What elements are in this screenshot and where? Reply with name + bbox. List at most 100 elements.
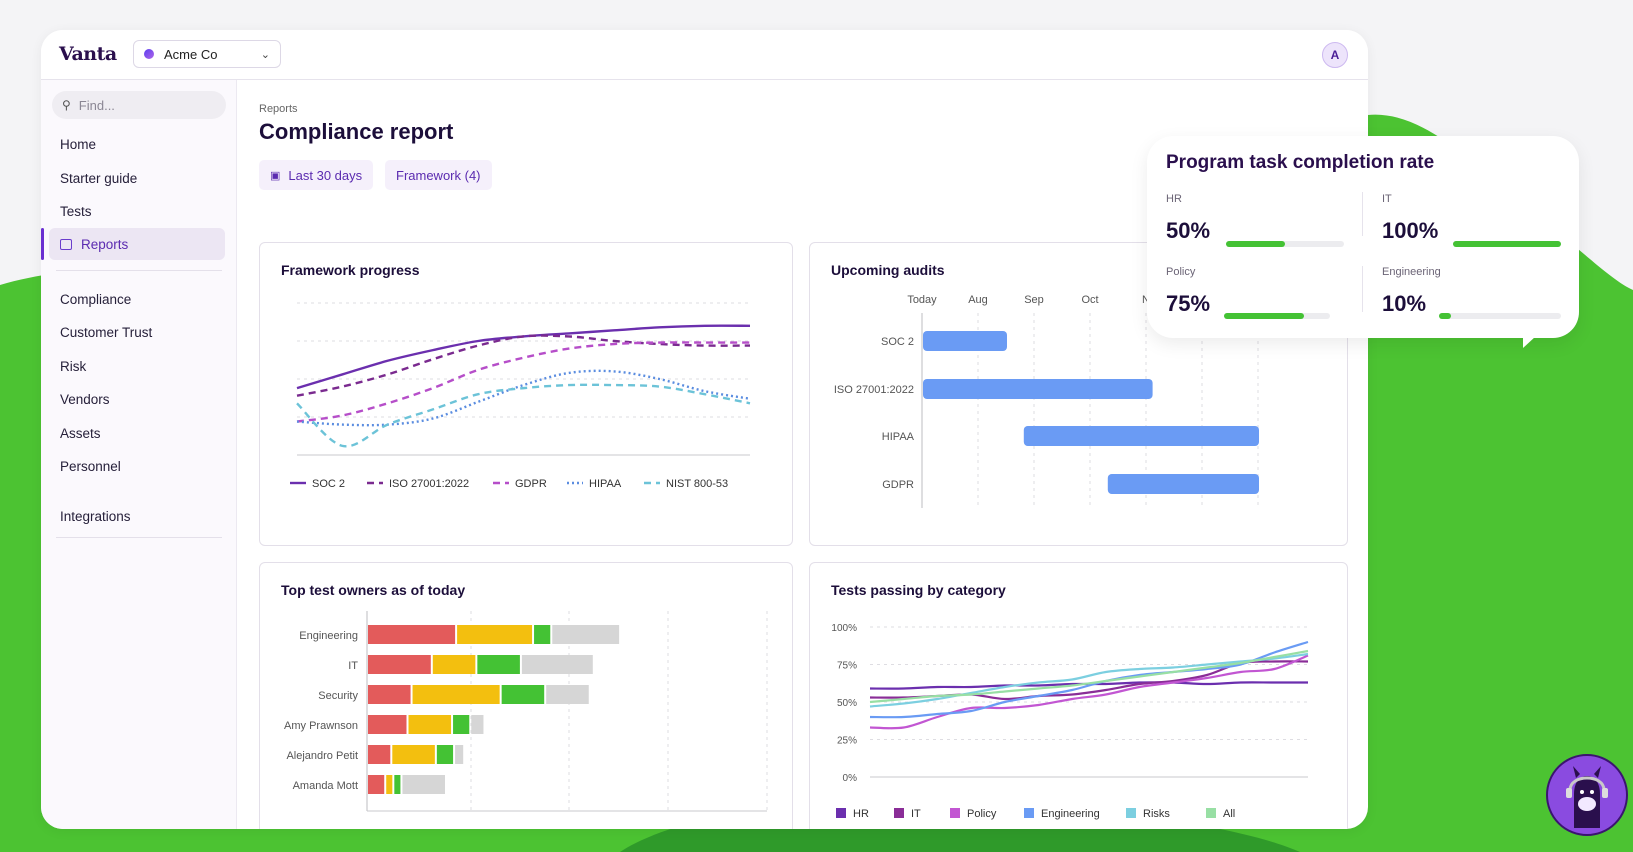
search-placeholder: Find... (78, 97, 115, 113)
series-line-it (869, 660, 1309, 701)
stacked-bar-segment (501, 685, 545, 704)
sidebar-item-risk[interactable]: Risk (60, 358, 87, 374)
stacked-bar-segment (546, 685, 589, 704)
sidebar-item-vendors[interactable]: Vendors (60, 391, 110, 407)
sidebar-item-customer-trust[interactable]: Customer Trust (60, 324, 153, 340)
sidebar-item-label: Reports (81, 236, 129, 252)
vanta-logo: Vanta (59, 43, 117, 65)
popup-title: Program task completion rate (1166, 152, 1435, 173)
metric-label: HR (1166, 193, 1182, 205)
tick-label: 75% (837, 661, 857, 672)
sidebar-item-reports[interactable]: Reports (49, 228, 225, 260)
stacked-bar-segment (455, 745, 464, 764)
progress-fill (1439, 313, 1452, 319)
category-label: Amy Prawnson (284, 720, 358, 732)
metric-label: Engineering (1382, 266, 1441, 278)
llama-mascot-icon[interactable] (1546, 754, 1628, 836)
popup-divider (1362, 192, 1363, 236)
reports-icon (60, 238, 72, 250)
metric-value: 75% (1166, 291, 1211, 316)
sidebar-item-personnel[interactable]: Personnel (60, 458, 121, 474)
sidebar-item-home[interactable]: Home (60, 136, 97, 152)
date-filter-button[interactable]: ▣ Last 30 days (259, 160, 374, 190)
breadcrumb[interactable]: Reports (259, 103, 298, 115)
category-label: Alejandro Petit (286, 750, 358, 762)
stacked-bar-segment (552, 625, 620, 644)
avatar[interactable]: A (1322, 42, 1348, 68)
card-title: Top test owners as of today (281, 582, 466, 598)
legend-swatch (1126, 808, 1136, 818)
stacked-bar-segment (436, 745, 454, 764)
series-line-nist-800-53 (296, 383, 751, 448)
stacked-bar-segment (368, 745, 391, 764)
legend-label: NIST 800-53 (666, 478, 728, 490)
category-label: SOC 2 (881, 336, 914, 348)
tick-label: Today (907, 294, 937, 306)
series-line-engineering (869, 640, 1309, 719)
stacked-bar-segment (368, 625, 456, 644)
metric-label: IT (1382, 193, 1392, 205)
progress-bar (1224, 313, 1330, 319)
popup-divider (1362, 266, 1363, 312)
stacked-bar-segment (368, 685, 411, 704)
sidebar-item-assets[interactable]: Assets (60, 425, 101, 441)
metric-value: 50% (1166, 218, 1211, 243)
metric-value: 100% (1382, 218, 1439, 243)
stacked-bar-segment (453, 715, 470, 734)
series-line-risks (869, 652, 1309, 708)
tests-passing-chart: 100% 75% 50% 25% 0% HR IT Policy Engineering Risk… (831, 623, 1309, 820)
series-line-all (869, 649, 1309, 704)
stacked-bar-segment (432, 655, 476, 674)
progress-fill (1453, 241, 1561, 247)
legend-label: SOC 2 (312, 478, 345, 490)
stacked-bar-segment (477, 655, 520, 674)
stacked-bar-segment (412, 685, 500, 704)
category-label: HIPAA (882, 431, 915, 443)
stacked-bar-segment (534, 625, 551, 644)
legend-label: All (1223, 808, 1235, 820)
chevron-down-icon: ⌄ (260, 48, 270, 61)
tick-label: N (1142, 294, 1150, 306)
framework-filter-button[interactable]: Framework (4) (385, 160, 492, 190)
search-input[interactable]: ⚲ Find... (52, 91, 226, 119)
tests-passing-card: Tests passing by category 100% 75% 50% 25% 0… (809, 562, 1348, 829)
stacked-bar-segment (368, 655, 431, 674)
card-title: Tests passing by category (831, 582, 1006, 598)
legend-swatch (894, 808, 904, 818)
progress-fill (1224, 313, 1304, 319)
audit-bar (1107, 474, 1259, 494)
audit-bar (1023, 426, 1259, 446)
app-window: Vanta Acme Co ⌄ A ⚲ Find... Home Starter… (41, 30, 1368, 829)
stacked-bar-segment (368, 715, 407, 734)
progress-bar (1453, 241, 1561, 247)
legend-label: IT (911, 808, 921, 820)
stacked-bar-segment (392, 745, 435, 764)
sidebar-item-starter-guide[interactable]: Starter guide (60, 170, 138, 186)
legend-label: GDPR (515, 478, 547, 490)
stacked-bar-segment (457, 625, 533, 644)
category-label: Amanda Mott (293, 780, 358, 792)
card-title: Framework progress (281, 262, 420, 278)
category-label: ISO 27001:2022 (834, 384, 914, 396)
legend-swatch (836, 808, 846, 818)
popup-tail (1523, 324, 1549, 348)
stacked-bar-segment (521, 655, 593, 674)
stacked-bar-segment (386, 775, 393, 794)
sidebar-item-compliance[interactable]: Compliance (60, 291, 132, 307)
top-test-owners-chart: Engineering IT Security Amy Prawnson Alejand… (284, 611, 768, 812)
category-label: Security (318, 690, 358, 702)
active-indicator (41, 228, 44, 260)
legend-swatch (1206, 808, 1216, 818)
sidebar-item-tests[interactable]: Tests (60, 203, 92, 219)
sidebar-item-integrations[interactable]: Integrations (60, 508, 131, 524)
tick-label: 50% (837, 698, 857, 709)
stacked-bar-segment (402, 775, 445, 794)
progress-fill (1226, 241, 1285, 247)
series-line-iso-27001-2022 (296, 334, 751, 397)
stacked-bar-segment (368, 775, 385, 794)
framework-progress-card: Framework progress SOC 2 ISO 27001:2022 GD… (259, 242, 793, 546)
org-selector[interactable]: Acme Co ⌄ (133, 40, 281, 68)
legend-label: Engineering (1041, 808, 1100, 820)
series-line-gdpr (296, 341, 750, 423)
category-label: GDPR (882, 479, 914, 491)
